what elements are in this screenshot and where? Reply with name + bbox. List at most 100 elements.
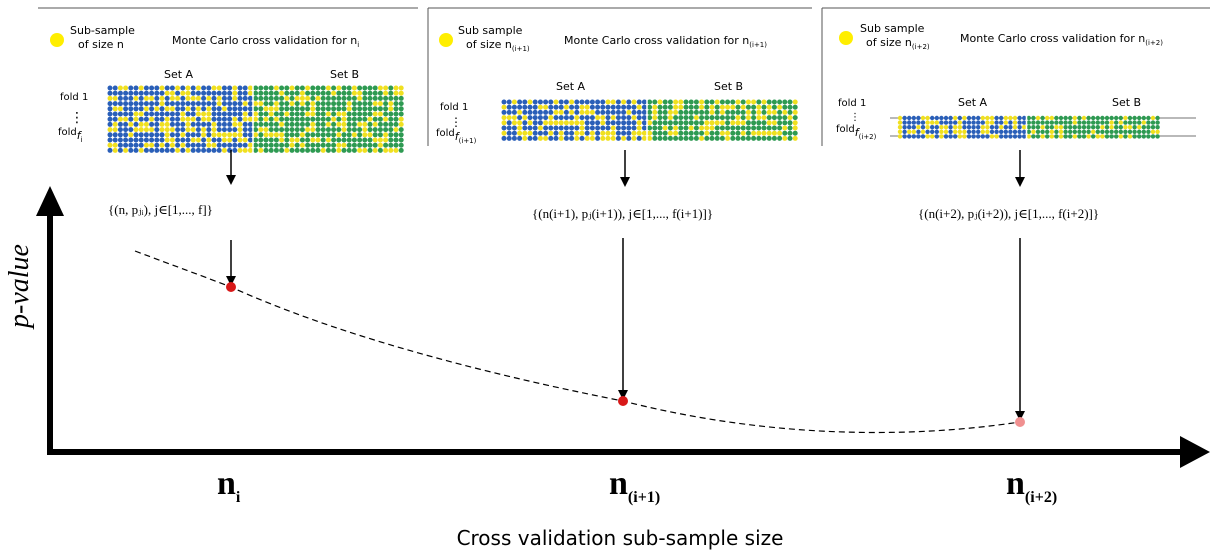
sample-dot xyxy=(299,147,305,153)
sample-dot xyxy=(346,116,352,122)
sample-dot xyxy=(221,121,227,127)
sample-dot xyxy=(128,142,134,148)
sample-dot xyxy=(164,101,170,107)
sample-dot xyxy=(331,95,337,101)
sample-dot xyxy=(1132,115,1137,121)
sample-dot xyxy=(678,130,684,136)
sample-dot xyxy=(1017,134,1022,139)
sample-dot xyxy=(315,111,321,117)
sample-dot xyxy=(351,127,357,133)
sample-dot xyxy=(299,95,305,101)
sample-dot xyxy=(305,121,311,127)
sample-dot xyxy=(206,95,212,101)
sample-dot xyxy=(902,129,907,134)
sample-dot xyxy=(185,147,191,153)
sample-dot xyxy=(211,147,217,153)
sample-dot xyxy=(398,101,404,107)
sample-dot xyxy=(543,109,549,115)
sample-dot xyxy=(357,127,363,133)
sample-dot xyxy=(558,104,564,110)
sample-dot xyxy=(595,125,601,131)
sample-dot xyxy=(143,85,149,91)
sample-dot xyxy=(699,109,705,115)
sample-dot xyxy=(1100,125,1105,130)
sample-dot xyxy=(143,116,149,122)
sample-dot xyxy=(221,85,227,91)
sample-dot xyxy=(336,127,342,133)
sample-dot xyxy=(761,120,767,126)
sample-dot xyxy=(1091,125,1096,130)
sample-dot xyxy=(678,104,684,110)
sample-dot xyxy=(211,90,217,96)
sample-dot xyxy=(175,101,181,107)
sample-dot xyxy=(227,111,233,117)
sample-dot xyxy=(346,142,352,148)
sample-dot xyxy=(657,125,663,131)
sample-dot xyxy=(190,90,196,96)
sample-dot xyxy=(1100,129,1105,134)
sample-dot xyxy=(610,109,616,115)
sample-dot xyxy=(211,111,217,117)
sample-dot xyxy=(719,104,725,110)
sample-dot xyxy=(279,111,285,117)
sample-dot xyxy=(957,129,962,134)
sample-dot xyxy=(709,115,715,121)
sample-dot xyxy=(610,125,616,131)
sample-dot xyxy=(626,99,632,105)
sample-dot xyxy=(548,135,554,141)
sample-dot xyxy=(377,116,383,122)
sample-dot xyxy=(537,135,543,141)
sample-dot xyxy=(398,142,404,148)
sample-dot xyxy=(175,106,181,112)
sample-dot xyxy=(367,121,373,127)
sample-dot xyxy=(725,109,731,115)
sample-dot xyxy=(756,104,762,110)
sample-dot xyxy=(128,147,134,153)
sample-dot xyxy=(190,142,196,148)
sample-dot xyxy=(678,135,684,141)
sample-dot xyxy=(725,104,731,110)
sample-dot xyxy=(532,135,538,141)
sample-dot xyxy=(247,106,253,112)
sample-dot xyxy=(123,85,129,91)
sample-dot xyxy=(647,104,653,110)
sample-dot xyxy=(714,109,720,115)
sample-dot xyxy=(112,85,118,91)
sample-dot xyxy=(263,132,269,138)
sample-dot xyxy=(310,147,316,153)
sample-dot xyxy=(320,142,326,148)
sample-dot xyxy=(351,142,357,148)
sample-dot xyxy=(242,137,248,143)
sample-dot xyxy=(563,125,569,131)
sample-dot xyxy=(1150,134,1156,139)
sample-dot xyxy=(1091,115,1096,121)
sample-dot xyxy=(263,121,269,127)
sample-dot xyxy=(175,111,181,117)
sample-dot xyxy=(543,135,549,141)
sample-dot xyxy=(907,120,912,125)
sample-dot xyxy=(279,142,285,148)
sample-dot xyxy=(154,95,160,101)
sample-dot xyxy=(953,134,958,139)
sample-dot xyxy=(367,85,373,91)
sample-dot xyxy=(553,130,559,136)
sample-dot xyxy=(247,147,253,153)
sample-dot xyxy=(169,101,175,107)
sample-dot xyxy=(553,135,559,141)
sample-dot xyxy=(652,120,658,126)
sample-dot xyxy=(621,115,627,121)
sample-dot xyxy=(362,121,368,127)
sample-dot xyxy=(372,95,378,101)
sample-dot xyxy=(247,132,253,138)
sample-dot xyxy=(916,120,921,125)
sample-dot xyxy=(985,120,990,125)
sample-dot xyxy=(693,109,699,115)
sample-dot xyxy=(1123,115,1128,121)
sample-dot xyxy=(506,125,512,131)
sample-dot xyxy=(782,104,788,110)
sample-dot xyxy=(258,121,264,127)
sample-dot xyxy=(341,132,347,138)
sample-dot xyxy=(925,125,930,130)
sample-dot xyxy=(1091,129,1096,134)
sample-dot xyxy=(725,130,731,136)
